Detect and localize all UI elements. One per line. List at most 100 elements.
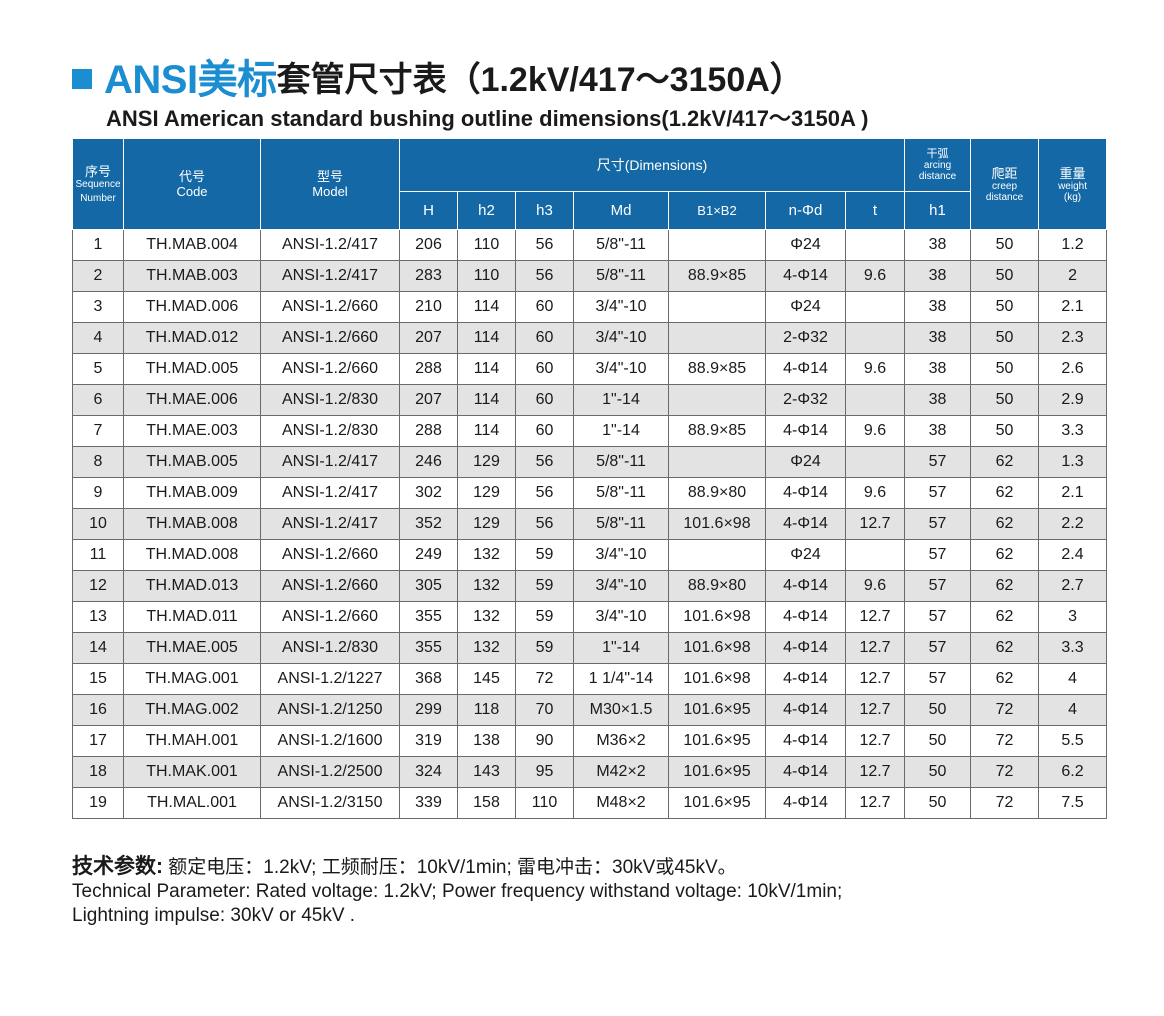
title-black: 套管尺寸表（1.2kV/417～3150A） — [276, 60, 804, 99]
table-cell: 9.6 — [844, 415, 906, 447]
table-cell: ANSI-1.2/660 — [260, 539, 400, 571]
table-row: 18 TH.MAK.001 ANSI-1.2/2500 324 143 95 M42×2 10… — [72, 756, 1108, 788]
header-creep: 爬距 creep distance — [970, 138, 1040, 230]
table-cell: TH.MAK.001 — [123, 756, 261, 788]
table-cell: 38 — [904, 322, 972, 354]
table-cell: 4-Φ14 — [765, 694, 846, 726]
table-cell: 1.2 — [1038, 229, 1108, 261]
table-cell: 101.6×98 — [668, 508, 766, 540]
table-cell: 9.6 — [844, 260, 906, 292]
table-cell: 59 — [515, 632, 574, 664]
table-cell — [844, 384, 906, 416]
header-dimensions: 尺寸(Dimensions) — [398, 138, 906, 192]
table-cell: 38 — [904, 353, 972, 385]
table-cell: 129 — [457, 477, 516, 509]
header-code-cn: 代号 — [178, 169, 205, 184]
table-cell: 5/8"-11 — [573, 446, 669, 478]
table-cell: Φ24 — [765, 229, 846, 261]
table-cell: TH.MAD.013 — [123, 570, 261, 602]
table-cell: 5/8"-11 — [573, 260, 669, 292]
table-cell: 3/4"-10 — [573, 601, 669, 633]
table-cell: 355 — [399, 632, 458, 664]
table-cell: 38 — [904, 229, 972, 261]
table-cell: 324 — [399, 756, 458, 788]
table-cell: 3.3 — [1038, 632, 1108, 664]
table-cell — [844, 539, 906, 571]
table-cell: 4-Φ14 — [765, 601, 846, 633]
table-cell: 59 — [515, 570, 574, 602]
table-cell: 12.7 — [844, 632, 906, 664]
table-cell: 60 — [515, 384, 574, 416]
header-seq-cn: 序号 — [84, 164, 111, 179]
table-cell: 12.7 — [844, 756, 906, 788]
table-cell — [844, 229, 906, 261]
table-cell: ANSI-1.2/417 — [260, 260, 400, 292]
params-en-line1: Technical Parameter: Rated voltage: 1.2k… — [72, 881, 843, 902]
table-cell — [668, 229, 766, 261]
page-subtitle: ANSI American standard bushing outline d… — [106, 106, 869, 131]
header-h2: h2 — [457, 191, 516, 230]
table-cell: 2.3 — [1038, 322, 1108, 354]
table-cell: 57 — [904, 477, 972, 509]
table-cell: 101.6×95 — [668, 787, 766, 819]
table-cell: 118 — [457, 694, 516, 726]
table-cell: 5/8"-11 — [573, 229, 669, 261]
table-cell: 110 — [515, 787, 574, 819]
table-cell: 143 — [457, 756, 516, 788]
table-cell: Φ24 — [765, 446, 846, 478]
table-cell: 56 — [515, 477, 574, 509]
table-cell: 72 — [970, 694, 1040, 726]
table-cell: 355 — [399, 601, 458, 633]
table-cell: 62 — [970, 539, 1040, 571]
table-cell: 288 — [399, 415, 458, 447]
table-cell: TH.MAG.002 — [123, 694, 261, 726]
header-creep-en2: distance — [985, 191, 1024, 203]
table-cell: 1"-14 — [573, 415, 669, 447]
table-cell: ANSI-1.2/660 — [260, 291, 400, 323]
table-cell: 9.6 — [844, 570, 906, 602]
table-cell: 246 — [399, 446, 458, 478]
table-cell: 57 — [904, 508, 972, 540]
table-cell: TH.MAD.006 — [123, 291, 261, 323]
table-cell: 62 — [970, 477, 1040, 509]
header-h1: h1 — [904, 191, 972, 230]
table-cell: 6.2 — [1038, 756, 1108, 788]
table-cell: 19 — [72, 787, 124, 819]
table-cell: 4-Φ14 — [765, 632, 846, 664]
table-cell — [844, 446, 906, 478]
table-cell: 17 — [72, 725, 124, 757]
table-cell: ANSI-1.2/3150 — [260, 787, 400, 819]
table-cell: 11 — [72, 539, 124, 571]
table-cell: 62 — [970, 632, 1040, 664]
table-cell: 12.7 — [844, 601, 906, 633]
table-cell: 5.5 — [1038, 725, 1108, 757]
table-cell: 4-Φ14 — [765, 260, 846, 292]
table-cell: 88.9×80 — [668, 477, 766, 509]
table-cell: ANSI-1.2/417 — [260, 446, 400, 478]
table-cell: 9 — [72, 477, 124, 509]
table-cell: TH.MAE.006 — [123, 384, 261, 416]
table-cell: TH.MAD.008 — [123, 539, 261, 571]
table-cell: 38 — [904, 384, 972, 416]
header-seq-en1: Sequence — [75, 179, 121, 190]
table-row: 13 TH.MAD.011 ANSI-1.2/660 355 132 59 3/4"-10 1… — [72, 601, 1108, 633]
table-cell: 57 — [904, 446, 972, 478]
table-row: 8 TH.MAB.005 ANSI-1.2/417 246 129 56 5/8"-11 Φ2… — [72, 446, 1108, 478]
table-cell: 101.6×95 — [668, 694, 766, 726]
table-cell: 114 — [457, 415, 516, 447]
table-cell: 4-Φ14 — [765, 415, 846, 447]
table-cell: 7.5 — [1038, 787, 1108, 819]
table-cell: 4-Φ14 — [765, 787, 846, 819]
table-cell: 60 — [515, 415, 574, 447]
table-cell: TH.MAD.011 — [123, 601, 261, 633]
table-cell: 50 — [904, 756, 972, 788]
table-cell: 14 — [72, 632, 124, 664]
table-cell: 132 — [457, 539, 516, 571]
table-cell: ANSI-1.2/660 — [260, 322, 400, 354]
table-cell: 7 — [72, 415, 124, 447]
table-cell — [844, 291, 906, 323]
table-cell: 4 — [1038, 694, 1108, 726]
table-cell: 88.9×80 — [668, 570, 766, 602]
table-row: 9 TH.MAB.009 ANSI-1.2/417 302 129 56 5/8"-11 88… — [72, 477, 1108, 509]
table-cell: 5/8"-11 — [573, 477, 669, 509]
